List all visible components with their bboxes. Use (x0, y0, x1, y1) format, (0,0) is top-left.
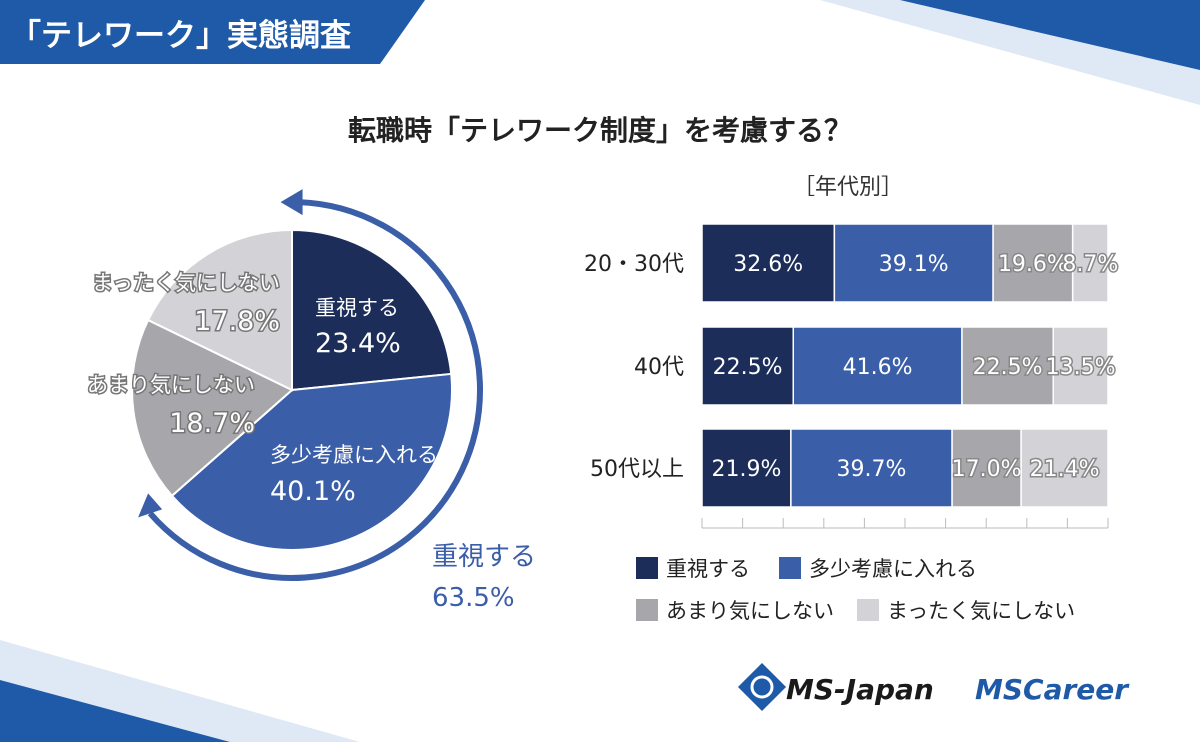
svg-text:MSCareer: MSCareer (975, 673, 1130, 706)
segment-not-much (951, 428, 1022, 508)
bottom-left-dark-stripe (0, 680, 230, 742)
pie-slice-value: 18.7% (169, 408, 255, 439)
legend-swatch (779, 557, 801, 579)
emphasis-arc-line (147, 199, 483, 581)
pie-slice-label: 重視する (315, 296, 399, 320)
bar-value-label: 8.7% (1062, 252, 1118, 277)
legend-swatch (636, 599, 658, 621)
top-right-dark-stripe (900, 0, 1200, 70)
question-title: 転職時「テレワーク制度」を考慮する？ (348, 114, 852, 147)
segment-somewhat (792, 326, 963, 406)
segment-somewhat (790, 428, 953, 508)
legend-label: 重視する (666, 557, 750, 581)
bar-value-label: 21.4% (1030, 457, 1100, 482)
bar-value-label: 39.7% (837, 457, 907, 482)
stacked-bar-chart: 20・30代 32.6% 39.1% 19.6%8.7% 40代 22.5% 41.6% 22… (584, 223, 1120, 508)
ms-career-suffix: Career (1023, 673, 1130, 706)
bar-section-label: ［年代別］ (793, 175, 903, 200)
ms-japan-emblem-ring-icon (750, 675, 774, 699)
ms-japan-logo: MS-Japan (737, 662, 934, 712)
segment-very-important (701, 223, 836, 303)
bar-value-label: 22.5% (713, 355, 783, 380)
pie-labels: 重視する 23.4% 多少考慮に入れる 40.1% あまり気にしない 18.7% まったく気… (86, 270, 439, 508)
arc-arrowhead-end-icon (138, 493, 163, 518)
ms-japan-wordmark: MS-Japan (786, 673, 934, 706)
ms-japan-emblem-icon (737, 662, 787, 712)
bar-category-label: 50代以上 (590, 457, 684, 482)
segment-very-important (701, 428, 792, 508)
pie-slice-value: 23.4% (315, 328, 401, 359)
pie-slice-label: あまり気にしない (87, 373, 255, 397)
legend-swatch (636, 557, 658, 579)
ms-career-prefix: MS (975, 673, 1023, 706)
bar-value-label: 32.6% (733, 252, 803, 277)
emphasis-arc (138, 189, 483, 581)
slice-somewhat (170, 372, 453, 551)
bar-value-label: 19.6% (998, 252, 1068, 277)
segment-very-important (701, 326, 795, 406)
pie-slice-label: 多少考慮に入れる (270, 443, 438, 467)
legend-label: まったく気にしない (887, 599, 1075, 623)
ms-career-logo: MSCareer (975, 673, 1130, 706)
bar-value-label: 17.0% (952, 457, 1022, 482)
legend-label: あまり気にしない (666, 599, 834, 623)
bar-value-label: 22.5% (973, 355, 1043, 380)
slice-not-much (131, 318, 294, 498)
segment-somewhat (833, 223, 994, 303)
bar-value-label: 13.5% (1046, 355, 1116, 380)
segment-not-at-all (1052, 326, 1109, 406)
bar-value-label: 21.9% (712, 457, 782, 482)
legend-swatch (857, 599, 879, 621)
bar-value-label: 39.1% (879, 252, 949, 277)
pie-slice-value: 17.8% (194, 306, 280, 337)
arc-arrowhead-start-icon (280, 189, 303, 216)
slice-not-at-all (146, 228, 293, 392)
slice-very-important (291, 228, 453, 392)
bar-category-label: 20・30代 (584, 252, 684, 277)
survey-title: 「テレワーク」実態調査 (10, 18, 351, 54)
pie-slice-label: まったく気にしない (92, 271, 280, 295)
legend-label: 多少考慮に入れる (809, 557, 977, 581)
segment-not-at-all (1071, 223, 1109, 303)
annotation-label: 重視する (432, 542, 536, 572)
header-banner (0, 0, 425, 64)
bar-value-label: 41.6% (843, 355, 913, 380)
annotation-value: 63.5% (432, 583, 515, 613)
segment-not-much (992, 223, 1074, 303)
bar-axis (701, 518, 1109, 529)
segment-not-at-all (1020, 428, 1109, 508)
bar-category-label: 40代 (634, 355, 684, 380)
pie-slice-value: 40.1% (270, 476, 356, 507)
pie-chart (131, 228, 453, 551)
